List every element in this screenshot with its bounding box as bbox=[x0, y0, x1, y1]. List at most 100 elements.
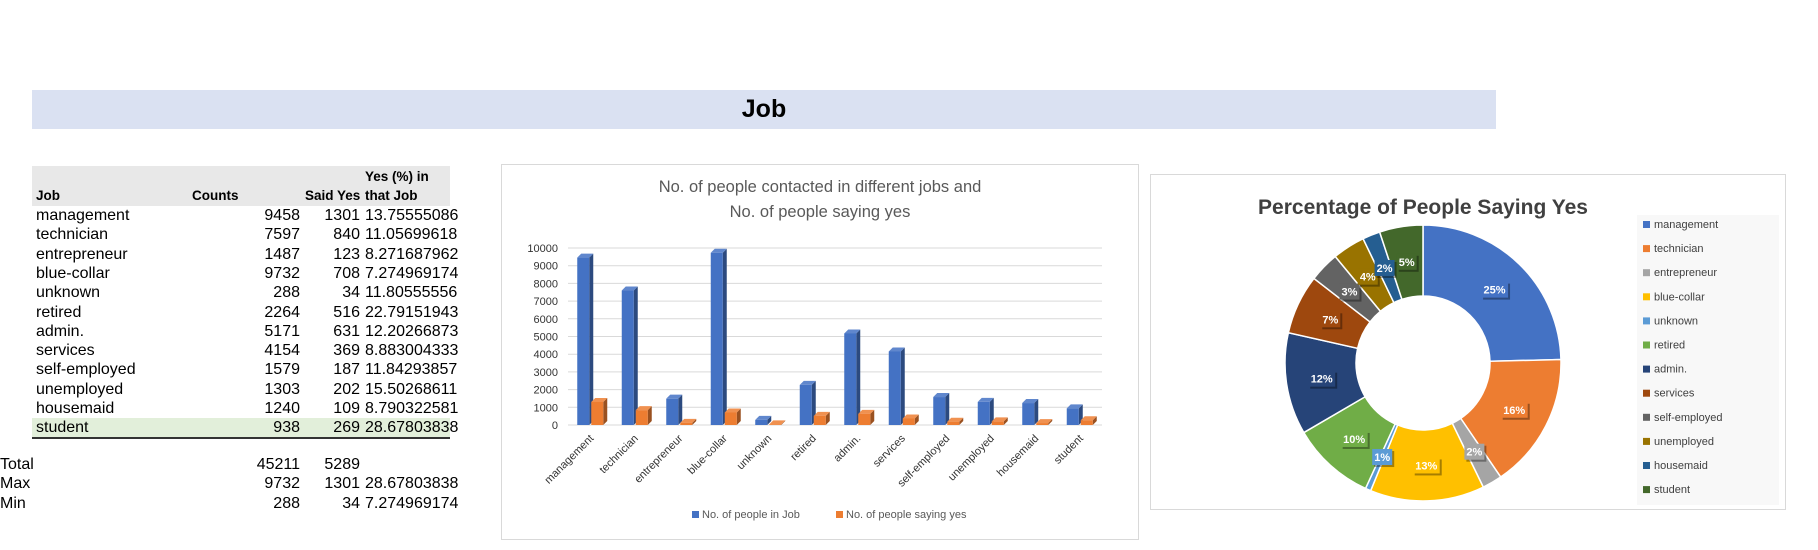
x-tick-label: unknown bbox=[735, 433, 775, 473]
svg-text:unknown: unknown bbox=[1654, 315, 1698, 327]
bar-chart: No. of people contacted in different job… bbox=[527, 178, 1102, 521]
counts-cell: 1579 bbox=[264, 361, 300, 379]
job-cell: blue-collar bbox=[36, 264, 110, 282]
counts-cell: 9458 bbox=[264, 207, 300, 224]
svg-text:housemaid: housemaid bbox=[1654, 460, 1708, 472]
said-yes-cell: 708 bbox=[333, 264, 360, 282]
x-tick-label: retired bbox=[788, 433, 819, 464]
title-band: Job bbox=[32, 90, 1496, 129]
said-yes-cell: 5289 bbox=[324, 456, 360, 473]
legend-bg bbox=[1637, 215, 1779, 505]
header-said-yes: Said Yes bbox=[305, 188, 361, 203]
bar bbox=[724, 408, 741, 425]
donut-chart-panel: Percentage of People Saying Yes 25% 16% 2%… bbox=[1150, 174, 1786, 510]
bar-chart-title-line2: No. of people saying yes bbox=[730, 203, 911, 221]
svg-text:management: management bbox=[1654, 219, 1718, 231]
slice-data-label: 5% bbox=[1396, 253, 1419, 272]
slice-data-label: 25% bbox=[1481, 281, 1511, 300]
x-tick-label: blue-collar bbox=[686, 432, 731, 477]
bar bbox=[1036, 419, 1053, 425]
pct-cell: 11.84293857 bbox=[365, 361, 458, 379]
bar bbox=[1066, 404, 1083, 425]
slice-data-label: 7% bbox=[1320, 311, 1343, 330]
y-tick-label: 0 bbox=[552, 420, 558, 432]
slice-data-label: 2% bbox=[1374, 259, 1397, 278]
said-yes-cell: 123 bbox=[333, 245, 360, 263]
bar bbox=[977, 397, 994, 425]
svg-text:entrepreneur: entrepreneur bbox=[1654, 267, 1717, 279]
y-tick-label: 7000 bbox=[534, 296, 558, 308]
table-row: services 4154 369 8.883004333 bbox=[0, 341, 458, 360]
job-cell: admin. bbox=[36, 322, 85, 340]
table-row: entrepreneur 1487 123 8.271687962 bbox=[0, 245, 458, 264]
legend-entry: services bbox=[1643, 388, 1695, 400]
bar bbox=[1022, 399, 1039, 425]
bar-chart-title-line1: No. of people contacted in different job… bbox=[659, 178, 982, 196]
pct-cell: 13.75555086 bbox=[365, 207, 459, 224]
x-tick-label: housemaid bbox=[995, 433, 1042, 480]
bar bbox=[577, 253, 594, 425]
said-yes-cell: 840 bbox=[333, 226, 360, 244]
svg-text:admin.: admin. bbox=[1654, 364, 1687, 376]
said-yes-cell: 202 bbox=[333, 380, 360, 398]
svg-text:4%: 4% bbox=[1360, 272, 1376, 284]
legend-entry: technician bbox=[1643, 243, 1704, 255]
svg-text:1%: 1% bbox=[1374, 452, 1390, 464]
y-tick-label: 8000 bbox=[534, 278, 558, 290]
legend-entry: housemaid bbox=[1643, 460, 1708, 472]
counts-cell: 4154 bbox=[264, 342, 300, 360]
slice-data-label: 1% bbox=[1372, 449, 1395, 468]
said-yes-cell: 369 bbox=[333, 342, 360, 360]
donut-slice bbox=[1459, 358, 1562, 479]
svg-text:services: services bbox=[1654, 388, 1695, 400]
slice-data-label: 16% bbox=[1500, 401, 1530, 420]
legend-entry: retired bbox=[1643, 340, 1685, 352]
summary-row: Min 288 34 7.274969174 bbox=[0, 494, 458, 513]
counts-cell: 45211 bbox=[256, 456, 300, 473]
bar-chart-panel: No. of people contacted in different job… bbox=[501, 164, 1139, 540]
pct-cell: 11.80555556 bbox=[365, 284, 458, 302]
x-tick-label: entrepreneur bbox=[632, 432, 685, 485]
y-tick-label: 4000 bbox=[534, 349, 558, 361]
said-yes-cell: 631 bbox=[333, 322, 360, 340]
table-header-bg bbox=[32, 166, 450, 206]
bar bbox=[710, 248, 727, 425]
bar bbox=[769, 420, 786, 425]
x-tick-label: services bbox=[871, 432, 908, 469]
bar bbox=[755, 415, 772, 425]
legend-entry: No. of people saying yes bbox=[836, 509, 967, 521]
svg-text:No. of people in Job: No. of people in Job bbox=[702, 509, 800, 521]
x-tick-label: admin. bbox=[832, 433, 864, 465]
slice-data-label: 3% bbox=[1339, 283, 1362, 302]
summary-label: Total bbox=[0, 456, 34, 473]
y-tick-label: 5000 bbox=[534, 332, 558, 344]
counts-cell: 1303 bbox=[264, 380, 300, 398]
page-title: Job bbox=[741, 95, 787, 123]
header-pct-line2: that Job bbox=[365, 188, 418, 203]
y-tick-label: 6000 bbox=[534, 314, 558, 326]
job-cell: student bbox=[36, 419, 89, 437]
svg-text:student: student bbox=[1654, 484, 1690, 496]
counts-cell: 2264 bbox=[264, 303, 300, 321]
said-yes-cell: 187 bbox=[333, 361, 360, 379]
svg-text:blue-collar: blue-collar bbox=[1654, 291, 1705, 303]
highlight-row-bg bbox=[32, 418, 450, 440]
table-row: unemployed 1303 202 15.50268611 bbox=[0, 380, 457, 399]
summary-row: Total 45211 5289 bbox=[0, 455, 452, 474]
job-cell: retired bbox=[36, 303, 82, 321]
said-yes-cell: 1301 bbox=[324, 475, 360, 493]
svg-text:technician: technician bbox=[1654, 243, 1704, 255]
svg-text:25%: 25% bbox=[1484, 285, 1506, 297]
svg-text:7%: 7% bbox=[1322, 314, 1338, 326]
counts-cell: 9732 bbox=[264, 264, 300, 282]
legend-entry: No. of people in Job bbox=[692, 509, 800, 521]
donut-chart: Percentage of People Saying Yes 25% 16% 2%… bbox=[1258, 196, 1779, 505]
bar bbox=[844, 329, 861, 425]
counts-cell: 288 bbox=[273, 284, 300, 302]
svg-text:12%: 12% bbox=[1311, 374, 1333, 386]
bar bbox=[666, 394, 683, 425]
legend-entry: student bbox=[1643, 484, 1690, 496]
svg-text:2%: 2% bbox=[1377, 263, 1393, 275]
counts-cell: 9732 bbox=[264, 475, 300, 493]
bar bbox=[591, 397, 608, 425]
